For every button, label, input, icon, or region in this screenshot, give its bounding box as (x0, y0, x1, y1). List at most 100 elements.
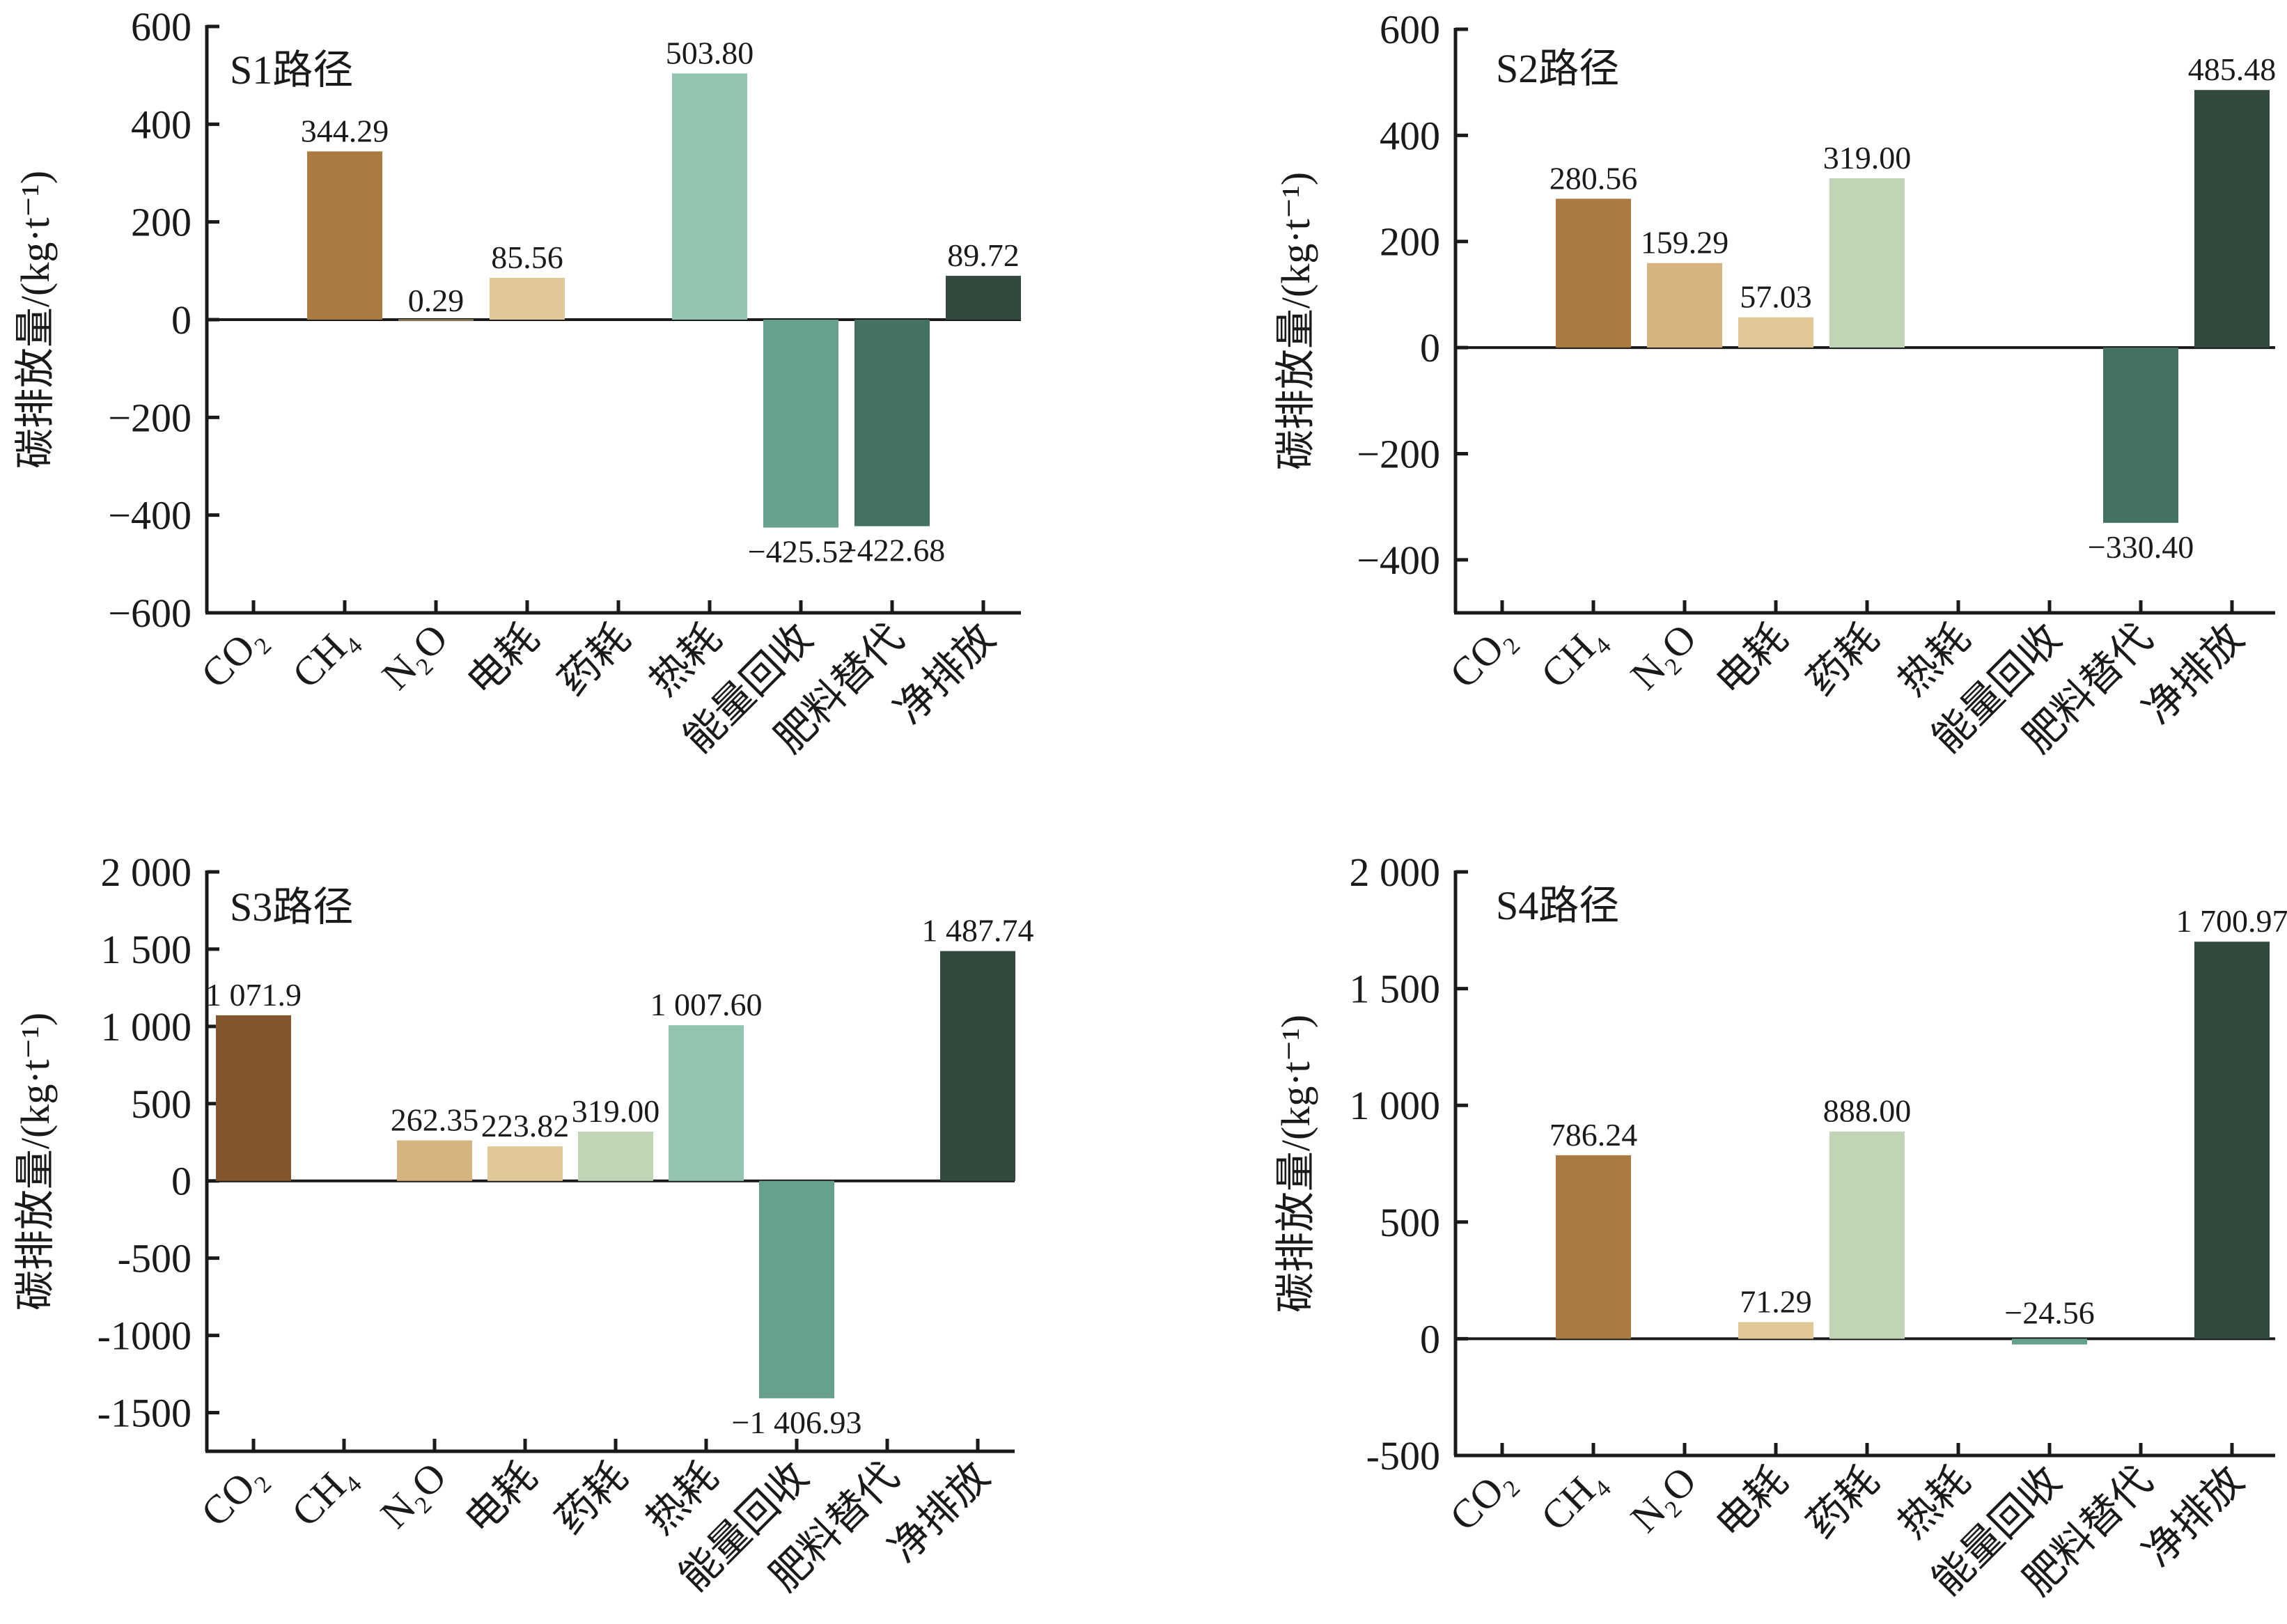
y-tick-label: 1 500 (101, 927, 192, 972)
panel-title: S1路径 (230, 47, 353, 93)
y-axis-label: 碳排放量/(kg·t⁻¹) (1273, 1015, 1318, 1313)
x-tick-label-electricity: 电耗 (1707, 1458, 1796, 1547)
panel-title: S2路径 (1496, 46, 1619, 91)
x-tick-label-co2: CO₂ (1441, 1458, 1522, 1539)
data-label-ch4: 280.56 (1550, 160, 1638, 196)
x-tick-label-net-emission: 净排放 (2134, 1458, 2252, 1575)
data-label-net-emission: 89.72 (947, 237, 1020, 273)
data-label-energy-recovery: −1 406.93 (732, 1405, 862, 1440)
y-tick-label: −200 (108, 395, 192, 440)
x-tick-label-chemicals: 药耗 (1798, 615, 1887, 704)
bar-chemicals (1829, 1131, 1905, 1339)
bar-net-emission (2194, 90, 2270, 348)
x-tick-label-co2: CO₂ (192, 615, 274, 696)
y-tick-label: -500 (1366, 1433, 1440, 1478)
bar-co2 (216, 1015, 291, 1181)
bar-n2o (1647, 263, 1722, 348)
x-tick-label-net-emission: 净排放 (880, 1453, 998, 1571)
data-label-n2o: 0.29 (408, 283, 465, 318)
data-label-chemicals: 888.00 (1823, 1093, 1912, 1129)
bar-ch4 (307, 151, 382, 320)
y-tick-label: 500 (131, 1082, 192, 1127)
data-label-heat: 503.80 (666, 36, 754, 71)
y-axis-label: 碳排放量/(kg·t⁻¹) (1273, 172, 1318, 470)
bar-heat (669, 1025, 744, 1181)
data-label-electricity: 71.29 (1740, 1284, 1812, 1320)
y-axis-label: 碳排放量/(kg·t⁻¹) (13, 1013, 58, 1311)
y-tick-label: -1000 (97, 1313, 192, 1359)
x-tick-label-electricity: 电耗 (456, 1453, 545, 1543)
data-label-electricity: 57.03 (1740, 279, 1812, 315)
data-label-energy-recovery: −425.52 (748, 534, 854, 570)
data-label-n2o: 159.29 (1641, 225, 1729, 260)
x-tick-label-chemicals: 药耗 (547, 1453, 636, 1543)
data-label-n2o: 262.35 (391, 1102, 479, 1138)
bar-electricity (490, 277, 565, 320)
bar-fertilizer-substitution (854, 320, 930, 526)
panel-s4: 2 000 1 500 1 000 500 0 -500 S4路径碳排放量/(kg·t⁻¹)… (1273, 850, 2287, 1604)
bar-ch4 (1556, 198, 1631, 348)
y-tick-label: −400 (1357, 538, 1440, 583)
x-tick-label-co2: CO₂ (192, 1453, 274, 1535)
bar-energy-recovery (759, 1180, 834, 1398)
x-tick-label-electricity: 电耗 (458, 615, 547, 704)
x-tick-label-ch4: CH₄ (1532, 615, 1614, 696)
x-tick-label-chemicals: 药耗 (549, 615, 639, 704)
data-label-co2: 1 071.9 (205, 977, 302, 1013)
data-label-electricity: 223.82 (481, 1108, 570, 1143)
y-axis-label: 碳排放量/(kg·t⁻¹) (13, 171, 58, 469)
bar-electricity (487, 1146, 563, 1181)
x-tick-label-n2o: N₂O (372, 1453, 455, 1537)
y-tick-label: -1500 (97, 1391, 192, 1436)
y-tick-label: 2 000 (1350, 850, 1441, 895)
bar-n2o (398, 319, 474, 321)
bar-chemicals (1829, 178, 1905, 348)
bar-energy-recovery (2012, 1338, 2087, 1345)
y-tick-label: −200 (1357, 431, 1440, 476)
bar-electricity (1738, 317, 1813, 348)
y-tick-label: -500 (118, 1236, 192, 1281)
data-label-energy-recovery: −24.56 (2004, 1295, 2094, 1330)
y-tick-label: 400 (131, 102, 192, 147)
x-tick-label-ch4: CH₄ (283, 615, 365, 696)
data-label-ch4: 786.24 (1550, 1117, 1638, 1153)
bar-electricity (1738, 1322, 1813, 1339)
y-tick-label: 1 000 (1350, 1083, 1441, 1128)
y-tick-label: 2 000 (101, 850, 192, 895)
data-label-chemicals: 319.00 (572, 1093, 660, 1129)
data-label-net-emission: 1 487.74 (922, 913, 1034, 948)
data-label-net-emission: 485.48 (2188, 52, 2277, 87)
y-tick-label: 400 (1380, 113, 1440, 158)
bar-ch4 (1556, 1155, 1631, 1339)
y-tick-label: 200 (131, 200, 192, 245)
x-tick-label-n2o: N₂O (1622, 615, 1706, 698)
y-tick-label: 1 000 (101, 1004, 192, 1049)
x-tick-label-n2o: N₂O (1622, 1458, 1706, 1541)
y-tick-label: −600 (108, 591, 192, 636)
bar-net-emission (946, 276, 1021, 320)
bar-heat (672, 73, 747, 320)
y-tick-label: −400 (108, 493, 192, 538)
y-tick-label: 1 500 (1350, 967, 1441, 1012)
panel-title: S4路径 (1496, 883, 1619, 928)
x-tick-label-net-emission: 净排放 (886, 615, 1004, 733)
y-tick-label: 0 (171, 1159, 192, 1204)
y-tick-label: 0 (1420, 1316, 1440, 1361)
data-label-fertilizer-substitution: −422.68 (839, 533, 945, 568)
x-tick-label-ch4: CH₄ (283, 1453, 364, 1535)
x-tick-label-chemicals: 药耗 (1798, 1458, 1887, 1547)
data-label-chemicals: 319.00 (1823, 140, 1912, 175)
x-tick-label-electricity: 电耗 (1707, 615, 1796, 704)
x-tick-label-net-emission: 净排放 (2134, 615, 2252, 733)
data-label-heat: 1 007.60 (650, 987, 763, 1022)
bar-fertilizer-substitution (2103, 348, 2178, 523)
y-tick-label: 600 (131, 4, 192, 49)
data-label-ch4: 344.29 (301, 113, 389, 148)
x-tick-label-co2: CO₂ (1441, 615, 1522, 696)
x-tick-label-n2o: N₂O (373, 615, 457, 698)
bar-n2o (397, 1140, 472, 1181)
